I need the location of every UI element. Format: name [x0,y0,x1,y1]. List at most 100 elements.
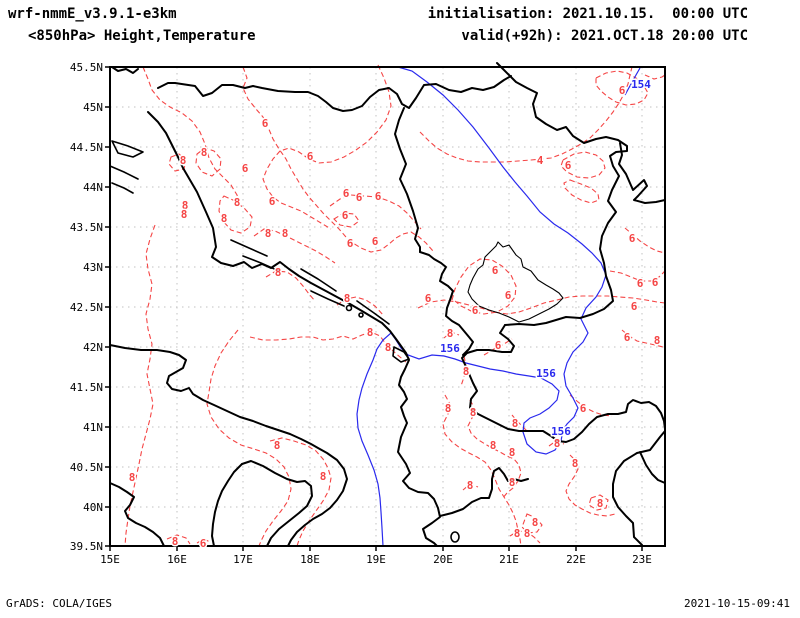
x-tick-label: 23E [632,553,652,566]
temperature-contour-label: 6 [505,289,512,302]
temperature-contour-label: 8 [282,227,289,240]
coastline-top-notch [111,66,139,74]
x-tick-label: 18E [300,553,320,566]
height-contour-label: 156 [551,425,571,438]
temperature-contour-label: 6 [492,264,499,277]
temp-contour [269,437,332,547]
y-tick-label: 39.5N [70,540,103,553]
island-strip [300,268,337,292]
temp-contour [253,228,336,264]
temp-contour [462,483,479,491]
y-tick-label: 45.5N [70,61,103,74]
y-tick-label: 44.5N [70,141,103,154]
temp-contour [249,331,407,363]
temperature-contour-label: 6 [242,162,249,175]
temperature-contour-label: 8 [524,527,531,540]
temperature-contour-label: 8 [532,516,539,529]
temperature-contour-label: 8 [172,535,179,548]
temperature-contour-label: 8 [274,439,281,452]
temperature-contour-label: 6 [347,237,354,250]
temperature-contour-label: 6 [624,331,631,344]
x-tick-label: 17E [233,553,253,566]
temperature-contour-label: 8 [181,208,188,221]
temperature-contour-label: 6 [269,195,276,208]
temp-contour [166,534,191,545]
temp-contour [560,151,606,179]
height-contour-label: 156 [440,342,460,355]
border-drina [394,107,421,253]
temp-contour [509,530,541,544]
coastline-adriatic [147,111,441,547]
border-greece-southeast [612,430,666,546]
y-tick-label: 43.5N [70,221,103,234]
temperature-contours [124,64,666,547]
temperature-contour-label: 8 [445,402,452,415]
temperature-contour-label: 8 [180,154,187,167]
temp-contour [206,329,292,547]
temp-contour [483,338,513,356]
temperature-contour-label: 8 [367,326,374,339]
temperature-contour-label: 6 [307,150,314,163]
temperature-contour-label: 6 [375,190,382,203]
temperature-contour-label: 6 [262,117,269,130]
temperature-contour-label: 8 [463,365,470,378]
border-kosovo [467,241,564,323]
island-strip [111,140,144,158]
temperature-contour-label: 6 [200,537,207,550]
temp-contour [563,179,600,204]
temp-contour [609,269,666,282]
height-contour-label: 154 [631,78,651,91]
temperature-contour-label: 8 [234,196,241,209]
temperature-contour-label: 8 [385,341,392,354]
y-tick-label: 43N [83,261,103,274]
island-dot [358,312,364,318]
creation-timestamp: 2021-10-15-09:41 [684,597,790,610]
coastline-italy-east [109,344,348,547]
y-tick-label: 41.5N [70,381,103,394]
temp-contour [511,414,529,433]
bay-of-kotor [392,346,410,363]
x-tick-label: 21E [499,553,519,566]
x-tick-label: 15E [100,553,120,566]
island-strip [111,182,134,194]
island-strip [310,290,345,307]
border-serbia-north [496,62,628,326]
temp-contour [195,147,222,177]
border-croatia-north [157,75,512,112]
height-contour-label: 156 [536,367,556,380]
temp-contour [329,194,422,230]
temperature-contour-label: 8 [597,497,604,510]
temperature-contour-label: 8 [201,146,208,159]
temp-contour [451,258,517,315]
island-dot [345,304,353,312]
temp-contour [644,74,666,80]
y-tick-label: 40.5N [70,461,103,474]
temperature-contour-label: 8 [344,292,351,305]
temperature-contour-label: 6 [356,191,363,204]
temperature-contour-label: 8 [320,470,327,483]
coastlines-borders [109,62,666,547]
temperature-contour-label: 6 [342,209,349,222]
temperature-contour-label: 6 [619,84,626,97]
temperature-contour-label: 6 [472,304,479,317]
temperature-contour-label: 6 [495,339,502,352]
temp-contour [333,212,360,228]
y-tick-label: 41N [83,421,103,434]
x-tick-label: 22E [566,553,586,566]
temperature-contour-label: 4 [537,154,544,167]
temp-contour [242,66,434,253]
x-tick-label: 16E [167,553,187,566]
temp-contour [196,538,211,544]
temperature-contour-label: 8 [509,446,516,459]
temperature-contour-label: 6 [637,277,644,290]
temperature-contour-label: 8 [572,457,579,470]
temp-contour [624,227,666,254]
contour-label-layer: 15E 16E 17E 18E 19E 20E 21E 22E 23E 45.5N 45N 44.5N… [70,61,662,566]
temp-contour [595,70,649,106]
temperature-contour-label: 8 [467,479,474,492]
y-tick-label: 45N [83,101,103,114]
temperature-contour-label: 8 [509,476,516,489]
valid-time-label: valid(+92h): 2021.OCT.18 20:00 UTC [461,28,748,44]
